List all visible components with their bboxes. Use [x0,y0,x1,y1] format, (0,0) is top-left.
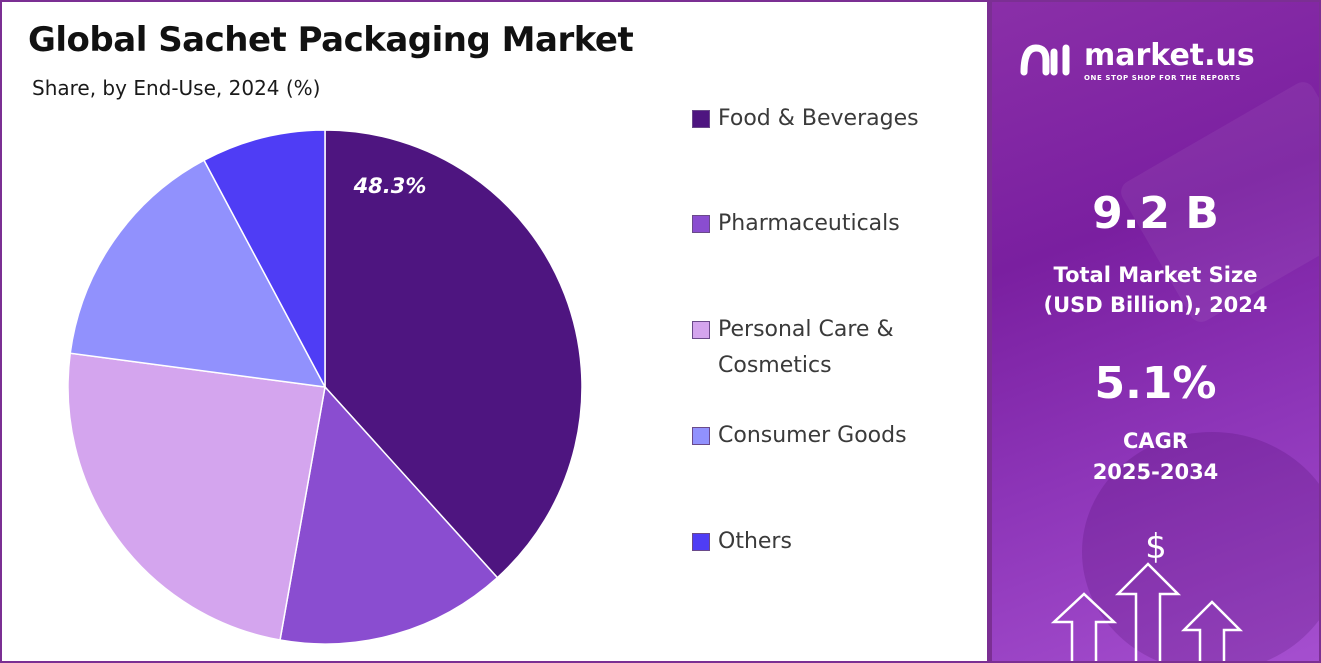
chart-legend: Food & Beverages Pharmaceuticals Personal … [692,2,982,661]
brand-name: market.us [1084,38,1255,73]
legend-item-pharmaceuticals: Pharmaceuticals [692,211,958,242]
brand-tagline: ONE STOP SHOP FOR THE REPORTS [1084,74,1241,82]
legend-label: Food & Beverages [718,106,919,131]
legend-item-personal-care-cosmetics: Personal Care & Cosmetics [692,317,958,384]
legend-item-consumer-goods: Consumer Goods [692,423,958,454]
chart-subtitle: Share, by End-Use, 2024 (%) [32,76,321,100]
legend-label: Others [718,529,792,554]
data-label-food-beverages: 48.3% [353,174,427,198]
summary-panel: market.us ONE STOP SHOP FOR THE REPORTS … [992,2,1319,661]
legend-label: Consumer Goods [718,423,907,448]
market-size-value: 9.2 B [1092,188,1219,239]
pie-slice-consumer-goods [69,159,327,388]
legend-item-others: Others [692,529,958,560]
pie-slice-others [203,129,326,388]
market-size-label-line2: (USD Billion), 2024 [1043,293,1268,317]
legend-label: Pharmaceuticals [718,211,900,236]
pie-chart: 48.3% [67,129,583,645]
legend-swatch [692,110,710,128]
legend-swatch [692,533,710,551]
cagr-label-line2: 2025-2034 [1092,460,1219,484]
legend-label: Personal Care & Cosmetics [718,317,894,378]
legend-swatch [692,427,710,445]
legend-swatch [692,321,710,339]
growth-arrows-icon: $ [1050,527,1244,661]
dollar-icon: $ [1145,527,1167,567]
pie-slice-pharmaceuticals [279,385,499,645]
cagr-value: 5.1% [1094,358,1217,409]
cagr-label-line1: CAGR [1122,429,1189,453]
chart-title: Global Sachet Packaging Market [28,20,634,60]
legend-swatch [692,215,710,233]
market-size-label-line1: Total Market Size [1053,263,1258,287]
legend-item-food-beverages: Food & Beverages [692,106,958,137]
pie-slice-personal-care-cosmetics [67,352,326,641]
background-decoration [1082,432,1319,661]
brand-logo: market.us ONE STOP SHOP FOR THE REPORTS [1020,40,1255,82]
chart-panel: Global Sachet Packaging Market Share, by… [2,2,987,661]
market-us-logo-icon [1020,44,1070,76]
pie-slice-food-beverages [324,129,583,579]
